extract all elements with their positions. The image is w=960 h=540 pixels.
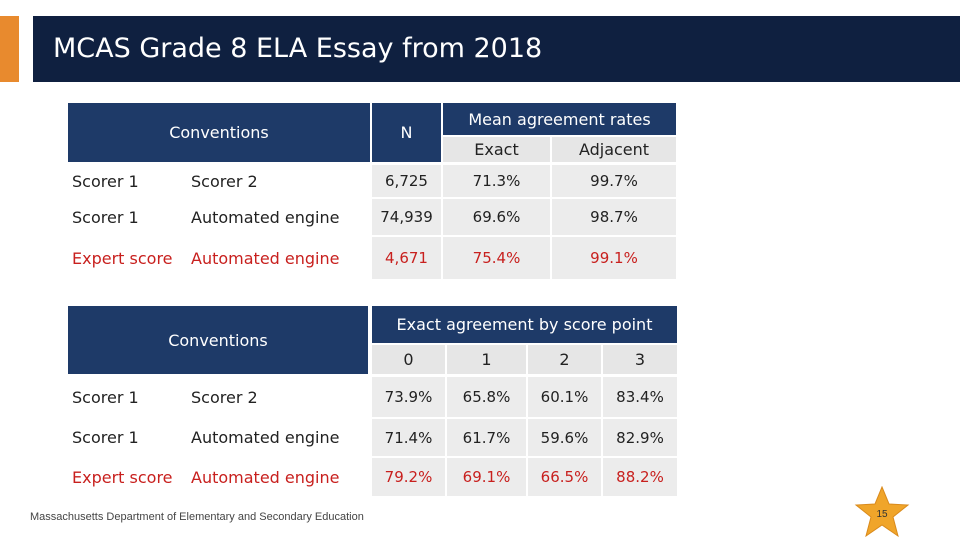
table-row-label-b: Scorer 2 bbox=[191, 387, 258, 407]
n-value: 4,671 bbox=[372, 237, 441, 279]
exact-header: Exact bbox=[443, 137, 550, 162]
score-value: 73.9% bbox=[372, 377, 445, 417]
score-value: 83.4% bbox=[603, 377, 677, 417]
table-row-label-a: Scorer 1 bbox=[72, 387, 139, 407]
score-value: 65.8% bbox=[447, 377, 526, 417]
score-point-header: 3 bbox=[603, 345, 677, 374]
conventions-header-label: Conventions bbox=[168, 330, 268, 350]
page-title: MCAS Grade 8 ELA Essay from 2018 bbox=[53, 33, 543, 64]
exact-value: 75.4% bbox=[443, 237, 550, 279]
rates-header-label: Mean agreement rates bbox=[468, 109, 651, 129]
page-number-star-icon: 15 bbox=[854, 486, 910, 538]
score-point-header: 1 bbox=[447, 345, 526, 374]
table-row-label-b: Automated engine bbox=[191, 467, 340, 487]
adjacent-value: 98.7% bbox=[552, 199, 676, 235]
table-row-label-b: Automated engine bbox=[191, 248, 340, 268]
table-row-label-a: Expert score bbox=[72, 248, 173, 268]
table-row-label-a: Scorer 1 bbox=[72, 171, 139, 191]
adjacent-value: 99.1% bbox=[552, 237, 676, 279]
conventions-header: Conventions bbox=[68, 306, 368, 374]
score-value: 71.4% bbox=[372, 419, 445, 456]
n-value: 74,939 bbox=[372, 199, 441, 235]
page-number: 15 bbox=[876, 509, 888, 520]
conventions-header-label: Conventions bbox=[169, 123, 269, 142]
adjacent-value: 99.7% bbox=[552, 165, 676, 197]
n-header: N bbox=[372, 103, 441, 162]
table-row-label-a: Scorer 1 bbox=[72, 207, 139, 227]
score-value: 60.1% bbox=[528, 377, 601, 417]
exact-by-score-header-label: Exact agreement by score point bbox=[396, 315, 653, 334]
accent-bar bbox=[0, 16, 19, 82]
conventions-header: Conventions bbox=[68, 103, 370, 162]
score-value: 79.2% bbox=[372, 458, 445, 496]
score-value: 66.5% bbox=[528, 458, 601, 496]
score-point-header: 2 bbox=[528, 345, 601, 374]
score-value: 69.1% bbox=[447, 458, 526, 496]
table-row-label-a: Scorer 1 bbox=[72, 428, 139, 447]
exact-header-label: Exact bbox=[474, 140, 519, 159]
exact-by-score-header: Exact agreement by score point bbox=[372, 306, 677, 343]
table-row-label-b: Scorer 2 bbox=[191, 171, 258, 191]
score-value: 82.9% bbox=[603, 419, 677, 456]
score-point-header: 0 bbox=[372, 345, 445, 374]
table-row-label-b: Automated engine bbox=[191, 428, 340, 447]
rates-header: Mean agreement rates bbox=[443, 103, 676, 135]
table-row-label-b: Automated engine bbox=[191, 207, 340, 227]
score-value: 59.6% bbox=[528, 419, 601, 456]
score-value: 88.2% bbox=[603, 458, 677, 496]
exact-value: 69.6% bbox=[443, 199, 550, 235]
title-bar: MCAS Grade 8 ELA Essay from 2018 bbox=[33, 16, 960, 82]
n-value: 6,725 bbox=[372, 165, 441, 197]
score-value: 61.7% bbox=[447, 419, 526, 456]
table-row-label-a: Expert score bbox=[72, 467, 173, 487]
adjacent-header: Adjacent bbox=[552, 137, 676, 162]
footer-text: Massachusetts Department of Elementary a… bbox=[30, 511, 364, 523]
n-header-label: N bbox=[400, 123, 413, 142]
exact-value: 71.3% bbox=[443, 165, 550, 197]
adjacent-header-label: Adjacent bbox=[578, 140, 650, 159]
